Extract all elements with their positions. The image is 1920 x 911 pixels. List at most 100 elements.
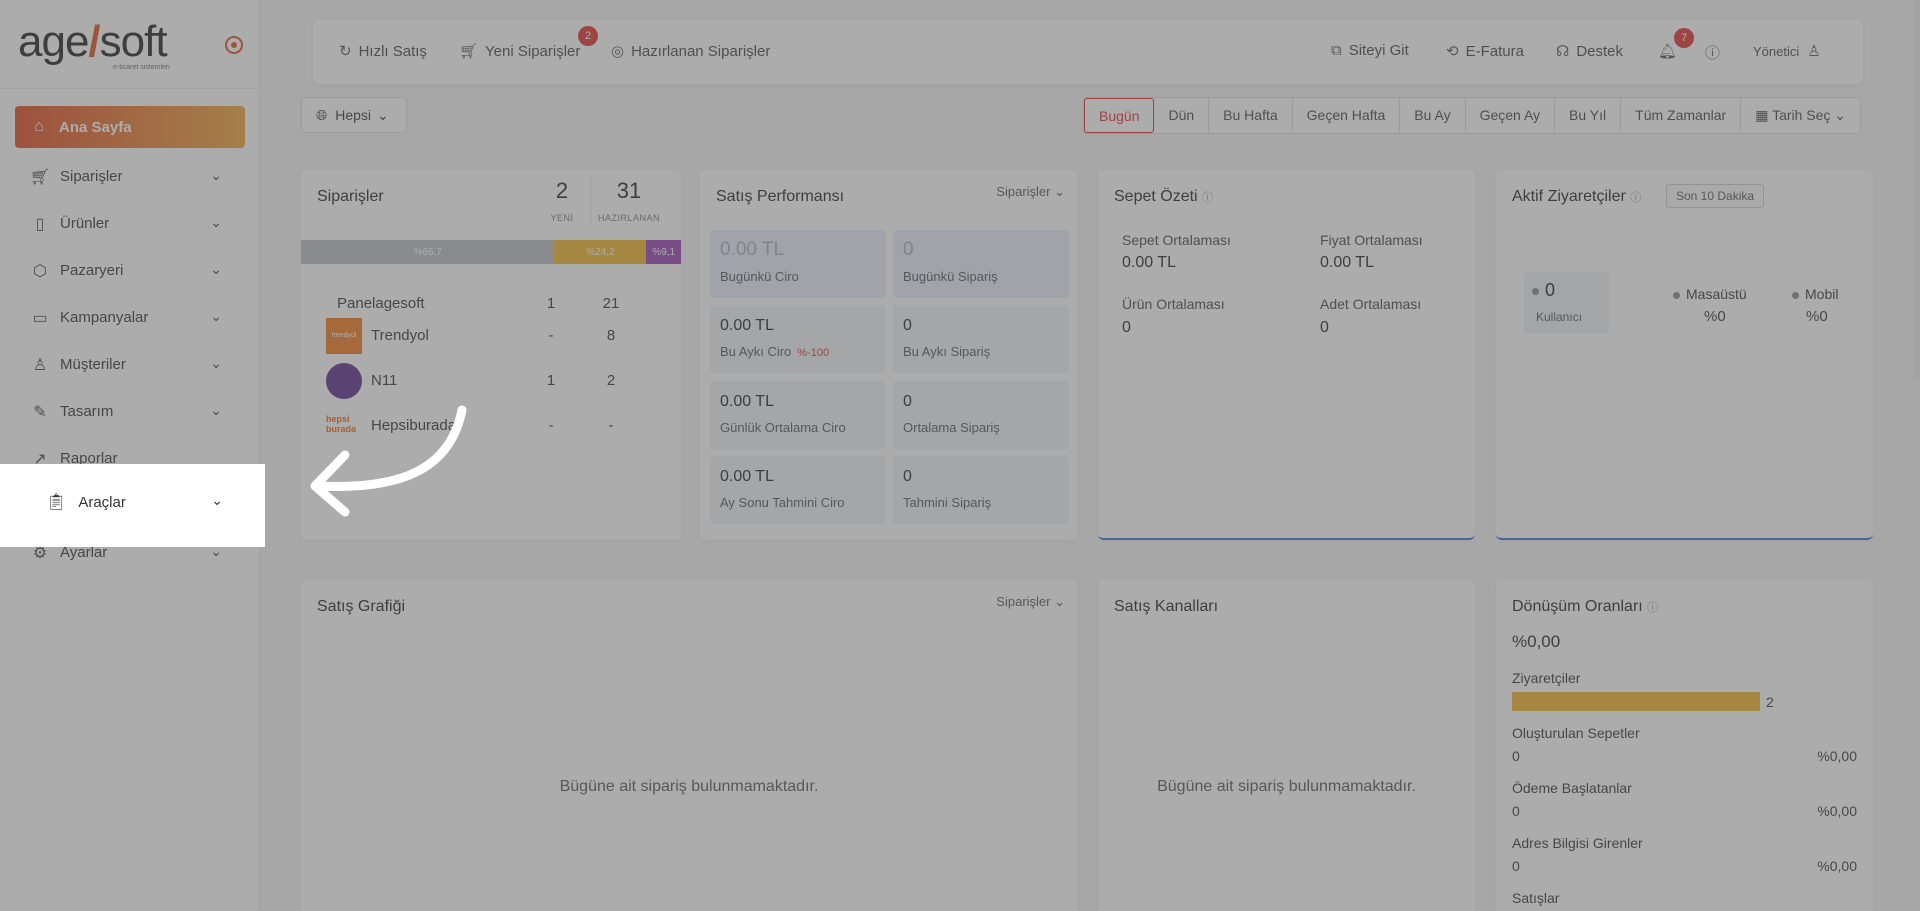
conv-percent: %0,00	[1817, 858, 1857, 874]
range-bu-ay[interactable]: Bu Ay	[1400, 98, 1466, 133]
bell-icon: 🔔︎	[1658, 43, 1678, 60]
conversion-card: Dönüşüm Oranları ⓘ %0,00 Ziyaretçiler 2 …	[1496, 580, 1873, 911]
yeni-siparisler-link[interactable]: 🛒︎ Yeni Siparişler	[459, 42, 581, 61]
list-item[interactable]: Panelagesoft 1 21	[337, 295, 620, 312]
headset-icon: ☊	[1556, 43, 1570, 60]
active-visitors-card: Aktif Ziyaretçiler ⓘ Son 10 Dakika 0 Kul…	[1496, 170, 1873, 540]
perf-gunluk-ortalama-ciro: 0.00 TL Günlük Ortalama Ciro	[710, 381, 886, 449]
kv-value: 0	[1320, 319, 1329, 336]
chevron-down-icon: ⌄	[210, 355, 222, 371]
kv-value: 0.00 TL	[1320, 254, 1374, 271]
e-fatura-link[interactable]: ⟲ E-Fatura	[1446, 42, 1524, 61]
sidebar-item-label: Pazaryeri	[60, 262, 124, 279]
users-box: 0 Kullanıcı	[1524, 272, 1609, 334]
spotlight-araclar[interactable]: 📋︎ Araçlar ⌄	[0, 464, 265, 547]
sidebar-item-tasarim[interactable]: ✎ Tasarım ⌄	[0, 388, 260, 435]
new-orders-count: 2	[555, 178, 569, 203]
prepared-orders-count: 31	[616, 178, 642, 203]
sidebar-item-siparisler[interactable]: 🛒︎ Siparişler ⌄	[0, 153, 260, 200]
perf-bugunku-ciro: 0.00 TL Bugünkü Ciro	[710, 230, 886, 298]
hizli-satis-link[interactable]: ↻ Hızlı Satış	[339, 42, 427, 61]
conv-percent: %0,00	[1817, 748, 1857, 764]
perf-bu-ayki-ciro: 0.00 TL Bu Aykı Ciro %-100	[710, 305, 886, 373]
range-bu-yil[interactable]: Bu Yıl	[1555, 98, 1622, 133]
logo-subtitle: e-ticaret sistemleri	[113, 64, 170, 71]
calendar-icon: ▦	[1755, 107, 1773, 123]
instagram-icon: ◎	[611, 43, 625, 60]
status-dot	[1532, 287, 1539, 295]
trendyol-logo: trendyol	[326, 318, 362, 354]
cart-icon: 🛒︎	[459, 43, 479, 60]
kv-label: Ürün Ortalaması	[1122, 296, 1225, 312]
perf-ay-sonu-tahmini-ciro: 0.00 TL Ay Sonu Tahmini Ciro	[710, 456, 886, 524]
destek-link[interactable]: ☊ Destek	[1556, 42, 1624, 61]
sidebar-item-urunler[interactable]: ▯ Ürünler ⌄	[0, 200, 260, 247]
agesoft-logo[interactable]: age/soft e-ticaret sistemleri	[18, 17, 170, 72]
conversion-title: Dönüşüm Oranları ⓘ	[1512, 598, 1659, 615]
kv-label: Sepet Ortalaması	[1122, 232, 1231, 248]
clipboard-icon: 📋︎	[46, 494, 67, 511]
siteyi-git-link[interactable]: ⧉ Siteyi Git	[1331, 42, 1409, 59]
box-icon: ⬡	[33, 262, 47, 280]
chevron-down-icon: ⌄	[210, 214, 222, 230]
basket-icon: ▭	[32, 309, 48, 327]
time-window-tag[interactable]: Son 10 Dakika	[1666, 184, 1765, 208]
book-icon: ▯	[35, 215, 45, 233]
sidebar-item-label: Araçlar	[78, 493, 126, 511]
conversion-rate: %0,00	[1512, 632, 1561, 651]
range-tarih-sec[interactable]: ▦ Tarih Seç ⌄	[1755, 107, 1847, 123]
range-dun[interactable]: Dün	[1154, 98, 1210, 133]
conv-label: Adres Bilgisi Girenler	[1512, 835, 1643, 851]
sales-channels-card: Satış Kanalları Bügüne ait sipariş bulun…	[1098, 580, 1475, 911]
range-gecen-hafta[interactable]: Geçen Hafta	[1293, 98, 1401, 133]
range-bugun[interactable]: Bugün	[1084, 98, 1155, 133]
segment-panelagesoft: %66,7	[301, 240, 555, 264]
scope-dropdown[interactable]: 🌐︎ Hepsi ⌄	[301, 97, 407, 133]
sidebar-item-araclar[interactable]: 📋︎ Araçlar	[46, 492, 126, 512]
sidebar-toggle-icon[interactable]	[225, 36, 243, 54]
pen-icon: ✎	[33, 403, 47, 421]
user-menu[interactable]: Yönetici ♙	[1753, 43, 1821, 60]
visitors-title: Aktif Ziyaretçiler ⓘ	[1512, 188, 1642, 205]
notification-badge: 7	[1674, 28, 1694, 48]
percent-change: %-100	[797, 347, 830, 359]
sidebar-item-kampanyalar[interactable]: ▭ Kampanyalar ⌄	[0, 294, 260, 341]
scrollbar[interactable]	[1914, 0, 1920, 380]
list-item[interactable]: hepsi burada Hepsiburada --	[321, 408, 661, 444]
home-icon: ⌂	[34, 118, 44, 135]
help-icon: ⓘ	[1647, 602, 1659, 614]
globe-icon: 🌐︎	[316, 106, 328, 123]
basket-summary-card: Sepet Özeti ⓘ Sepet Ortalaması 0.00 TL F…	[1098, 170, 1475, 540]
range-tum-zamanlar[interactable]: Tüm Zamanlar	[1621, 98, 1742, 133]
conv-label: Ziyaretçiler	[1512, 670, 1581, 686]
sidebar-item-label: Kampanyalar	[60, 309, 149, 326]
info-button[interactable]: ⓘ	[1705, 42, 1727, 63]
list-item[interactable]: trendyol Trendyol -8	[321, 318, 661, 354]
divider	[0, 88, 260, 89]
chevron-down-icon: ⌄	[210, 261, 222, 277]
hazirlanan-siparisler-link[interactable]: ◎ Hazırlanan Siparişler	[611, 42, 771, 61]
segment-n11: %9,1	[646, 240, 681, 264]
chevron-down-icon: ⌄	[377, 106, 389, 123]
sales-chart-title: Satış Grafiği	[317, 598, 406, 615]
sidebar-item-musteriler[interactable]: ♙ Müşteriler ⌄	[0, 341, 260, 388]
kv-value: 0	[1122, 319, 1131, 336]
channels-title: Satış Kanalları	[1114, 598, 1219, 615]
chevron-down-icon: ⌄	[211, 492, 223, 508]
sidebar-item-ana-sayfa[interactable]: ⌂ Ana Sayfa	[15, 106, 245, 148]
external-link-icon: ⧉	[1331, 42, 1342, 59]
sidebar-item-pazaryeri[interactable]: ⬡ Pazaryeri ⌄	[0, 247, 260, 294]
sales-chart-dropdown[interactable]: Siparişler ⌄	[996, 594, 1065, 609]
chevron-down-icon: ⌄	[210, 167, 222, 183]
perf-bu-ayki-siparis: 0 Bu Aykı Sipariş	[893, 305, 1069, 373]
range-gecen-ay[interactable]: Geçen Ay	[1466, 98, 1556, 133]
range-bu-hafta[interactable]: Bu Hafta	[1209, 98, 1293, 133]
sidebar-item-label: Siparişler	[60, 168, 123, 185]
kv-value: 0.00 TL	[1122, 254, 1176, 271]
sales-performance-card: Satış Performansı Siparişler ⌄ 0.00 TL Bu…	[700, 170, 1077, 540]
info-icon: ⓘ	[1705, 45, 1721, 62]
date-range-group: Bugün Dün Bu Hafta Geçen Hafta Bu Ay Geç…	[1083, 97, 1862, 134]
performance-dropdown[interactable]: Siparişler ⌄	[996, 184, 1065, 199]
conv-label: Satışlar	[1512, 890, 1560, 906]
